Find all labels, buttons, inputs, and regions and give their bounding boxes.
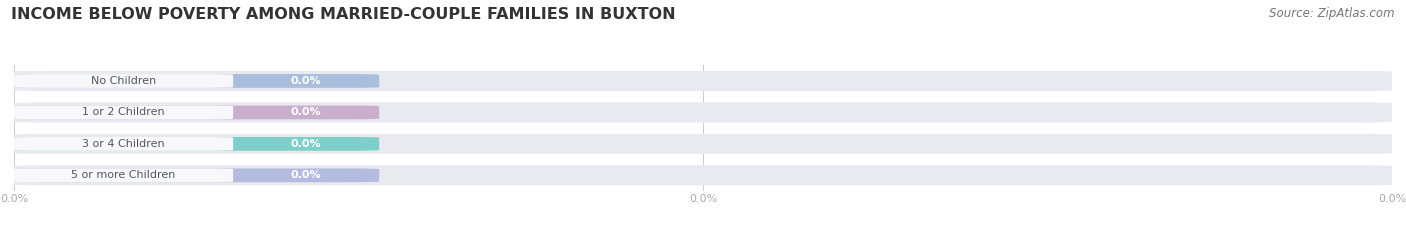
Text: 0.0%: 0.0% (291, 139, 322, 149)
FancyBboxPatch shape (14, 102, 1392, 123)
FancyBboxPatch shape (14, 137, 380, 151)
FancyBboxPatch shape (14, 137, 233, 151)
FancyBboxPatch shape (14, 134, 1392, 154)
Text: Source: ZipAtlas.com: Source: ZipAtlas.com (1270, 7, 1395, 20)
FancyBboxPatch shape (14, 168, 380, 182)
Text: 5 or more Children: 5 or more Children (72, 170, 176, 180)
Text: 0.0%: 0.0% (291, 170, 322, 180)
Text: 1 or 2 Children: 1 or 2 Children (83, 107, 165, 117)
Text: 3 or 4 Children: 3 or 4 Children (83, 139, 165, 149)
FancyBboxPatch shape (14, 71, 1392, 91)
Text: 0.0%: 0.0% (291, 76, 322, 86)
FancyBboxPatch shape (14, 168, 233, 182)
FancyBboxPatch shape (14, 165, 1392, 185)
Text: 0.0%: 0.0% (291, 107, 322, 117)
FancyBboxPatch shape (14, 106, 380, 119)
FancyBboxPatch shape (14, 106, 233, 119)
Text: No Children: No Children (91, 76, 156, 86)
FancyBboxPatch shape (14, 74, 380, 88)
Text: INCOME BELOW POVERTY AMONG MARRIED-COUPLE FAMILIES IN BUXTON: INCOME BELOW POVERTY AMONG MARRIED-COUPL… (11, 7, 676, 22)
FancyBboxPatch shape (14, 74, 233, 88)
